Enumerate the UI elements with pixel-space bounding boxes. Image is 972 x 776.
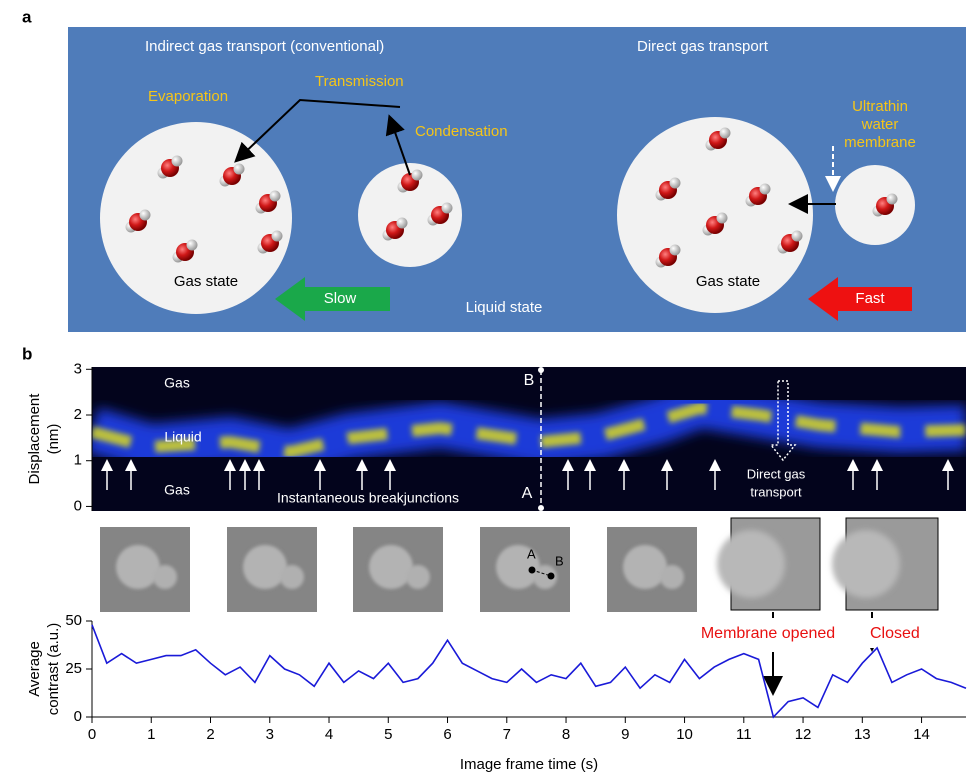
bubble [623,545,667,589]
hydrogen [172,156,183,167]
left-title: Indirect gas transport (conventional) [145,38,384,55]
x-tick-label: 0 [88,726,96,743]
hydrogen [670,245,681,256]
point [529,567,536,574]
bubble [280,565,304,589]
slow-label: Slow [324,290,357,307]
x-tick-label: 13 [854,726,871,743]
y-tick-label: 2 [74,406,82,423]
hydrogen [272,231,283,242]
annotation: Instantaneous breakjunctions [277,490,459,506]
x-tick-label: 6 [443,726,451,743]
x-tick-label: 8 [562,726,570,743]
liquid-state-label: Liquid state [466,299,543,316]
hydrogen [270,191,281,202]
bubble [369,545,413,589]
y-tick-label: 0 [74,708,82,725]
x-tick-label: 5 [384,726,392,743]
x-tick-label: 7 [503,726,511,743]
figure: a Indirect gas transport (conventional) … [0,0,972,776]
hydrogen [760,184,771,195]
bubble [243,545,287,589]
annotation: transport [750,484,802,499]
x-tick-label: 3 [266,726,274,743]
region-label: Gas [164,482,190,498]
x-axis-label: Image frame time (s) [460,756,598,773]
annotation: Direct gas [747,466,806,481]
x-tick-label: 1 [147,726,155,743]
hydrogen [412,170,423,181]
hydrogen [670,178,681,189]
y-axis-label: Displacement [26,393,43,485]
membrane-label: membrane [844,134,916,151]
bubble [116,545,160,589]
panel-label: b [22,344,32,363]
point-label: A [522,485,533,502]
bubble [153,565,177,589]
bubble [660,565,684,589]
region-label: Liquid [164,429,201,445]
point [548,573,555,580]
panel-label: a [22,7,32,26]
hydrogen [887,194,898,205]
y-axis-label: (nm) [45,424,62,455]
y-tick-label: 50 [65,612,82,629]
bubble [406,565,430,589]
x-tick-label: 2 [206,726,214,743]
x-tick-label: 9 [621,726,629,743]
bubble [832,530,900,598]
y-tick-label: 3 [74,360,82,377]
hydrogen [720,128,731,139]
hydrogen [792,231,803,242]
point-label: B [555,553,564,568]
x-tick-label: 11 [736,726,752,743]
hydrogen [442,203,453,214]
membrane-label: water [861,116,899,133]
y-axis-label: Average [26,641,43,697]
gas-state-label: Gas state [696,273,760,290]
membrane-label: Ultrathin [852,98,908,115]
right-title: Direct gas transport [637,38,769,55]
x-tick-label: 4 [325,726,333,743]
point-label: B [524,372,535,389]
x-tick-label: 14 [913,726,930,743]
evaporation-label: Evaporation [148,88,228,105]
y-axis-label: contrast (a.u.) [45,623,62,716]
hydrogen [397,218,408,229]
hydrogen [717,213,728,224]
x-tick-label: 12 [795,726,812,743]
transmission-label: Transmission [315,73,404,90]
gas-state-label: Gas state [174,273,238,290]
annotation: Closed [870,625,920,642]
condensation-label: Condensation [415,123,508,140]
hydrogen [234,164,245,175]
bubble [717,530,785,598]
y-tick-label: 1 [74,452,82,469]
x-tick-label: 10 [676,726,693,743]
point [538,367,544,373]
hydrogen [187,240,198,251]
hydrogen [140,210,151,221]
point [538,505,544,511]
annotation: Membrane opened [701,625,835,642]
gas-bubble [835,165,915,245]
y-tick-label: 25 [65,660,82,677]
y-tick-label: 0 [74,497,82,514]
point-label: A [527,546,536,561]
region-label: Gas [164,375,190,391]
fast-label: Fast [855,290,885,307]
